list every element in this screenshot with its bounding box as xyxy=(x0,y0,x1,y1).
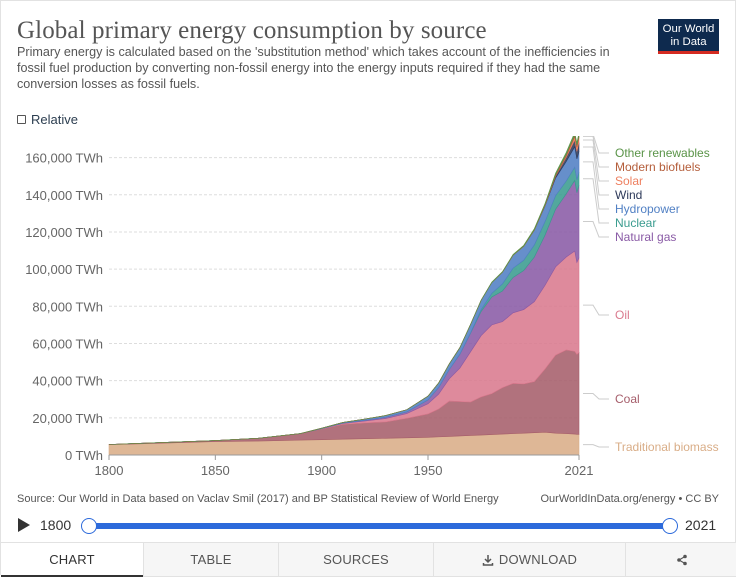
legend-label-other-renewables: Other renewables xyxy=(615,146,710,160)
y-tick-label: 0 TWh xyxy=(65,448,103,463)
axis-layer: 0 TWh 20,000 TWh 40,000 TWh 60,000 TWh 80,00… xyxy=(25,151,593,478)
y-tick-label: 160,000 TWh xyxy=(25,151,103,166)
x-tick-label: 1800 xyxy=(95,463,124,478)
area-layer xyxy=(108,136,580,456)
legend-connector xyxy=(583,444,609,448)
legend-label-natural-gas: Natural gas xyxy=(615,230,676,244)
timeline-end-handle[interactable] xyxy=(662,518,678,534)
tab-download[interactable]: DOWNLOAD xyxy=(433,543,625,577)
tab-table-label: TABLE xyxy=(190,552,232,567)
legend-connector xyxy=(583,136,609,168)
tab-chart[interactable]: CHART xyxy=(1,543,143,577)
y-tick-label: 20,000 TWh xyxy=(32,411,103,426)
legend-label-hydropower: Hydropower xyxy=(615,202,680,216)
timeline-start-handle[interactable] xyxy=(81,518,97,534)
y-tick-label: 80,000 TWh xyxy=(32,299,103,314)
legend-label-wind: Wind xyxy=(615,188,642,202)
source-note: Source: Our World in Data based on Vacla… xyxy=(17,493,499,505)
stacked-area-chart: 0 TWh 20,000 TWh 40,000 TWh 60,000 TWh 80,00… xyxy=(25,136,719,478)
x-tick-label: 1950 xyxy=(414,463,443,478)
share-icon xyxy=(676,554,687,565)
tab-share[interactable] xyxy=(625,543,736,577)
legend-connector xyxy=(583,139,609,182)
legend-connector xyxy=(583,161,609,210)
chart-title: Global primary energy consumption by sou… xyxy=(17,17,487,44)
legend-connector xyxy=(583,146,609,196)
logo-line-1: Our World xyxy=(662,23,715,35)
legend-label-modern-biofuels: Modern biofuels xyxy=(615,160,700,174)
tab-table[interactable]: TABLE xyxy=(143,543,278,577)
y-tick-label: 120,000 TWh xyxy=(25,225,103,240)
legend-connector xyxy=(583,304,609,316)
license-link[interactable]: OurWorldInData.org/energy • CC BY xyxy=(540,493,720,505)
play-button[interactable] xyxy=(18,518,30,532)
timeline-end-year: 2021 xyxy=(685,517,717,533)
legend-label-coal: Coal xyxy=(615,392,640,406)
legend-label-oil: Oil xyxy=(615,308,630,322)
tab-sources-label: SOURCES xyxy=(323,552,389,567)
legend-connector xyxy=(583,178,609,224)
y-tick-label: 100,000 TWh xyxy=(25,262,103,277)
owid-logo[interactable]: Our World in Data xyxy=(658,19,719,54)
timeline-start-year: 1800 xyxy=(40,517,72,533)
legend-label-solar: Solar xyxy=(615,174,643,188)
y-tick-label: 140,000 TWh xyxy=(25,188,103,203)
legend-label-nuclear: Nuclear xyxy=(615,216,656,230)
relative-toggle[interactable]: Relative xyxy=(17,112,78,127)
x-tick-label: 2021 xyxy=(565,463,594,478)
relative-checkbox[interactable] xyxy=(17,115,26,124)
x-tick-label: 1850 xyxy=(201,463,230,478)
tab-chart-label: CHART xyxy=(49,551,95,567)
relative-label: Relative xyxy=(31,112,78,127)
tab-bar: CHART TABLE SOURCES DOWNLOAD xyxy=(1,542,736,577)
y-tick-label: 60,000 TWh xyxy=(32,336,103,351)
tab-sources[interactable]: SOURCES xyxy=(278,543,433,577)
chart-subtitle: Primary energy is calculated based on th… xyxy=(17,45,610,91)
legend-connector xyxy=(593,136,609,154)
x-tick-label: 1900 xyxy=(307,463,336,478)
legend-connector xyxy=(583,221,609,238)
legend-label-traditional-biomass: Traditional biomass xyxy=(615,440,719,454)
area-other-renewables xyxy=(108,136,580,445)
download-icon xyxy=(482,554,494,566)
y-tick-label: 40,000 TWh xyxy=(32,374,103,389)
timeline-track[interactable] xyxy=(88,523,670,529)
tab-download-label: DOWNLOAD xyxy=(498,552,578,567)
logo-line-2: in Data xyxy=(670,35,707,48)
legend-connector xyxy=(583,392,609,400)
